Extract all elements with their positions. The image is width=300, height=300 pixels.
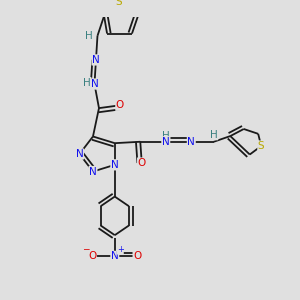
Text: N: N xyxy=(111,251,119,261)
Text: N: N xyxy=(162,137,170,147)
Text: N: N xyxy=(188,137,195,147)
Text: O: O xyxy=(133,251,141,261)
Text: H: H xyxy=(162,130,170,140)
Text: +: + xyxy=(117,245,124,254)
Text: H: H xyxy=(83,78,91,88)
Text: N: N xyxy=(111,160,119,170)
Text: N: N xyxy=(89,167,97,176)
Text: S: S xyxy=(258,141,265,151)
Text: −: − xyxy=(82,244,89,253)
Text: H: H xyxy=(85,31,93,41)
Text: O: O xyxy=(116,100,124,110)
Text: N: N xyxy=(76,149,83,159)
Text: O: O xyxy=(88,251,96,261)
Text: H: H xyxy=(210,130,218,140)
Text: N: N xyxy=(91,79,98,89)
Text: N: N xyxy=(92,55,100,65)
Text: O: O xyxy=(138,158,146,168)
Text: S: S xyxy=(115,0,122,8)
